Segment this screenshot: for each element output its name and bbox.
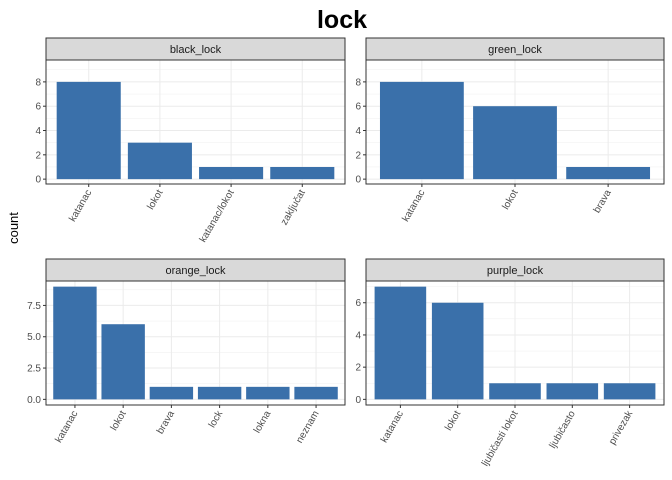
- chart-title: lock: [317, 6, 367, 34]
- y-tick-label: 7.5: [27, 301, 41, 312]
- panel-border: [45, 280, 346, 406]
- y-tick-label: 6: [355, 102, 361, 113]
- bar-brava: [566, 166, 651, 180]
- x-tick-label: ljubičasto: [548, 409, 579, 451]
- y-tick-label: 0.0: [27, 395, 41, 406]
- x-tick-label: katanac: [67, 188, 94, 224]
- panels: black_lock 0 2 4 6 8 katanac lokot katanac/lokot…: [27, 37, 665, 469]
- x-tick-label: lokot: [501, 188, 521, 212]
- x-tick-label: katanac/lokot: [198, 188, 237, 245]
- y-tick-label: 2: [355, 363, 361, 374]
- y-tick-label: 4: [355, 330, 361, 341]
- y-axis-label: count: [6, 212, 21, 244]
- x-tick-label: katanac: [400, 188, 427, 224]
- panel-orange-lock: orange_lock 0.0 2.5 5.0 7.5 katanac lokot brava…: [27, 258, 346, 445]
- panel-border: [365, 280, 665, 406]
- y-tick-label: 8: [355, 77, 361, 88]
- x-tick-label: katanac: [53, 409, 80, 445]
- panel-strip-label: green_lock: [488, 44, 542, 56]
- panel-green-lock: green_lock 0 2 4 6 8 katanac lokot brava: [355, 37, 665, 224]
- panel-strip-label: black_lock: [170, 44, 222, 56]
- x-tick-label: ljubičasti lokot: [480, 409, 521, 469]
- bar-zaklju-at: [270, 166, 335, 180]
- bar-privezak: [603, 383, 656, 400]
- panel-purple-lock: purple_lock 0 2 4 6 katanac lokot ljubičasti lo…: [355, 258, 665, 469]
- x-tick-label: lokna: [252, 409, 274, 436]
- bar-lokot: [473, 106, 557, 180]
- bar-brava: [149, 386, 194, 400]
- bar-lokot: [431, 302, 484, 400]
- y-tick-label: 2.5: [27, 364, 41, 375]
- panel-black-lock: black_lock 0 2 4 6 8 katanac lokot katanac/lokot…: [35, 37, 346, 245]
- x-tick-label: lock: [207, 408, 226, 430]
- x-tick-label: zaključat: [279, 188, 308, 227]
- y-tick-label: 5.0: [27, 332, 41, 343]
- panel-border: [45, 59, 346, 185]
- y-tick-label: 2: [355, 150, 361, 161]
- bar-lokot: [101, 324, 145, 400]
- bar-katanac: [56, 81, 121, 180]
- x-tick-label: lokot: [145, 188, 165, 212]
- y-tick-label: 6: [35, 102, 41, 113]
- y-tick-label: 2: [35, 150, 41, 161]
- bar-ljubi-asto: [546, 383, 599, 400]
- x-tick-label: lokot: [109, 409, 129, 433]
- y-tick-label: 4: [35, 126, 41, 137]
- bar-katanac: [374, 286, 427, 400]
- y-tick-label: 0: [35, 175, 41, 186]
- bar-ljubi-asti-lokot: [489, 383, 541, 400]
- y-tick-label: 8: [35, 77, 41, 88]
- bar-neznam: [294, 386, 338, 400]
- x-tick-label: katanac: [379, 409, 406, 445]
- y-tick-label: 0: [355, 395, 361, 406]
- x-tick-label: lokot: [443, 409, 463, 433]
- panel-strip-label: orange_lock: [166, 265, 226, 277]
- bar-katanac-lokot: [199, 166, 264, 180]
- x-tick-label: brava: [592, 188, 614, 216]
- bar-katanac: [53, 286, 97, 400]
- y-tick-label: 6: [355, 298, 361, 309]
- bar-lokot: [127, 142, 192, 180]
- panel-strip-label: purple_lock: [487, 265, 544, 277]
- x-tick-label: neznam: [294, 409, 321, 445]
- bar-katanac: [379, 81, 464, 180]
- panel-border: [365, 59, 665, 185]
- y-tick-label: 0: [355, 175, 361, 186]
- x-tick-label: brava: [155, 409, 177, 437]
- y-tick-label: 4: [355, 126, 361, 137]
- bar-lokna: [246, 386, 290, 400]
- x-tick-label: privezak: [607, 408, 636, 447]
- bar-lock: [197, 386, 242, 400]
